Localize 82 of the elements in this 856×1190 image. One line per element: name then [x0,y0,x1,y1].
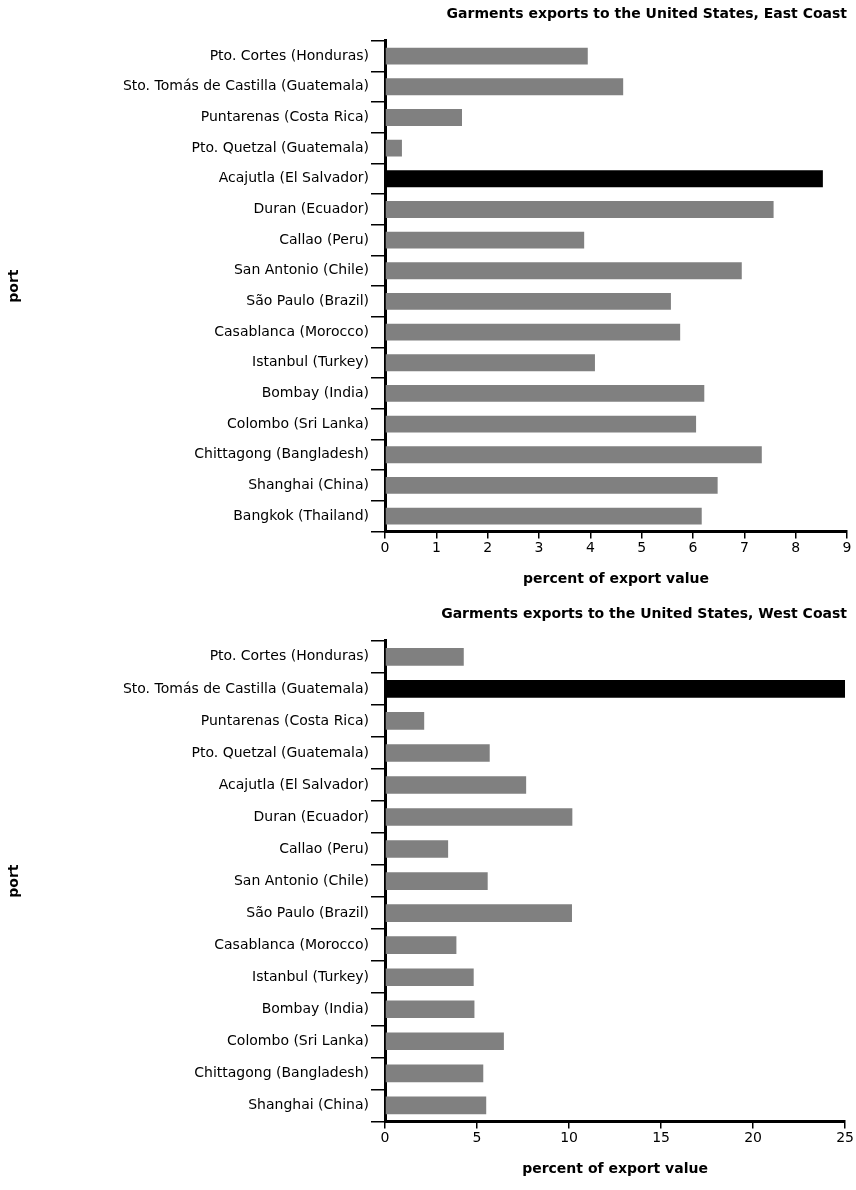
y-tick-label: Sto. Tomás de Castilla (Guatemala) [122,679,369,696]
x-tick-label: 10 [560,1129,578,1146]
bar [385,354,595,372]
y-tick-label: Colombo (Sri Lanka) [227,414,369,431]
bar [385,507,702,525]
bar [385,840,449,858]
bar [385,1096,487,1115]
bar [385,293,671,310]
y-tick-label: Pto. Cortes (Honduras) [209,46,369,63]
x-tick-label: 8 [791,539,801,556]
y-tick-label: Pto. Quetzal (Guatemala) [191,743,369,760]
x-tick-label: 6 [688,539,698,556]
bar [385,872,488,890]
bar [385,201,774,218]
bar [385,476,718,494]
bar [385,808,573,826]
y-tick-label: Pto. Quetzal (Guatemala) [191,138,369,155]
y-tick-label: Bombay (India) [261,999,369,1016]
x-tick-label: 15 [652,1129,670,1146]
y-axis-title: port [5,269,22,303]
bar [385,648,464,666]
bar [385,712,425,730]
bar [385,109,462,126]
x-axis-title: percent of export value [522,1160,708,1177]
bar [385,323,681,341]
y-tick-label: Duran (Ecuador) [253,200,369,217]
x-tick-label: 1 [431,539,441,556]
y-tick-label: Chittagong (Bangladesh) [194,445,369,462]
bar [385,47,588,65]
bar [385,415,697,433]
x-tick-label: 5 [472,1129,482,1146]
bar [385,139,402,157]
bar [385,1000,475,1019]
chart-title: Garments exports to the United States, West Coast [441,605,848,622]
y-tick-label: Casablanca (Morocco) [214,322,369,339]
bar [385,1032,504,1051]
y-tick-label: Sto. Tomás de Castilla (Guatemala) [122,77,369,94]
y-tick-label: Pto. Cortes (Honduras) [209,647,369,664]
y-tick-label: Puntarenas (Costa Rica) [200,711,369,728]
x-tick-label: 0 [380,1129,390,1146]
y-axis-title: port [5,864,22,898]
x-tick-label: 20 [744,1129,762,1146]
y-tick-label: San Antonio (Chile) [233,871,369,888]
y-tick-label: Istanbul (Turkey) [252,353,369,370]
y-tick-label: Callao (Peru) [279,230,369,247]
bar [385,744,490,762]
x-tick-label: 4 [585,539,595,556]
y-tick-label: Acajutla (El Salvador) [218,169,369,186]
bar [385,384,705,402]
y-tick-label: Colombo (Sri Lanka) [227,1031,369,1048]
bar [385,231,585,249]
y-tick-label: Shanghai (China) [248,1096,369,1113]
y-tick-label: Bangkok (Thailand) [233,506,369,523]
x-tick-label: 0 [380,539,390,556]
y-tick-label: Casablanca (Morocco) [214,935,369,952]
bar [385,1064,484,1083]
y-tick-label: São Paulo (Brazil) [246,292,369,309]
bar [385,936,457,954]
y-tick-label: Puntarenas (Costa Rica) [200,108,369,125]
bar [385,776,527,794]
y-tick-label: Istanbul (Turkey) [252,967,369,984]
y-tick-label: Callao (Peru) [279,839,369,856]
bar [385,446,762,464]
y-tick-label: Bombay (India) [261,384,369,401]
x-tick-label: 2 [483,539,493,556]
y-tick-label: Duran (Ecuador) [253,807,369,824]
y-tick-label: San Antonio (Chile) [233,261,369,278]
y-tick-label: Acajutla (El Salvador) [218,775,369,792]
x-tick-label: 3 [534,539,544,556]
x-tick-label: 7 [739,539,749,556]
y-tick-label: Shanghai (China) [248,476,369,493]
chart-title: Garments exports to the United States, East Coast [446,5,848,22]
x-tick-label: 5 [637,539,647,556]
bar [385,78,624,96]
x-tick-label: 25 [836,1129,855,1146]
y-tick-label: São Paulo (Brazil) [246,903,369,920]
x-axis-title: percent of export value [523,570,709,587]
bar [385,262,742,280]
bar [385,968,474,987]
bar [385,904,572,922]
x-tick-label: 9 [842,539,852,556]
y-tick-label: Chittagong (Bangladesh) [194,1063,369,1080]
